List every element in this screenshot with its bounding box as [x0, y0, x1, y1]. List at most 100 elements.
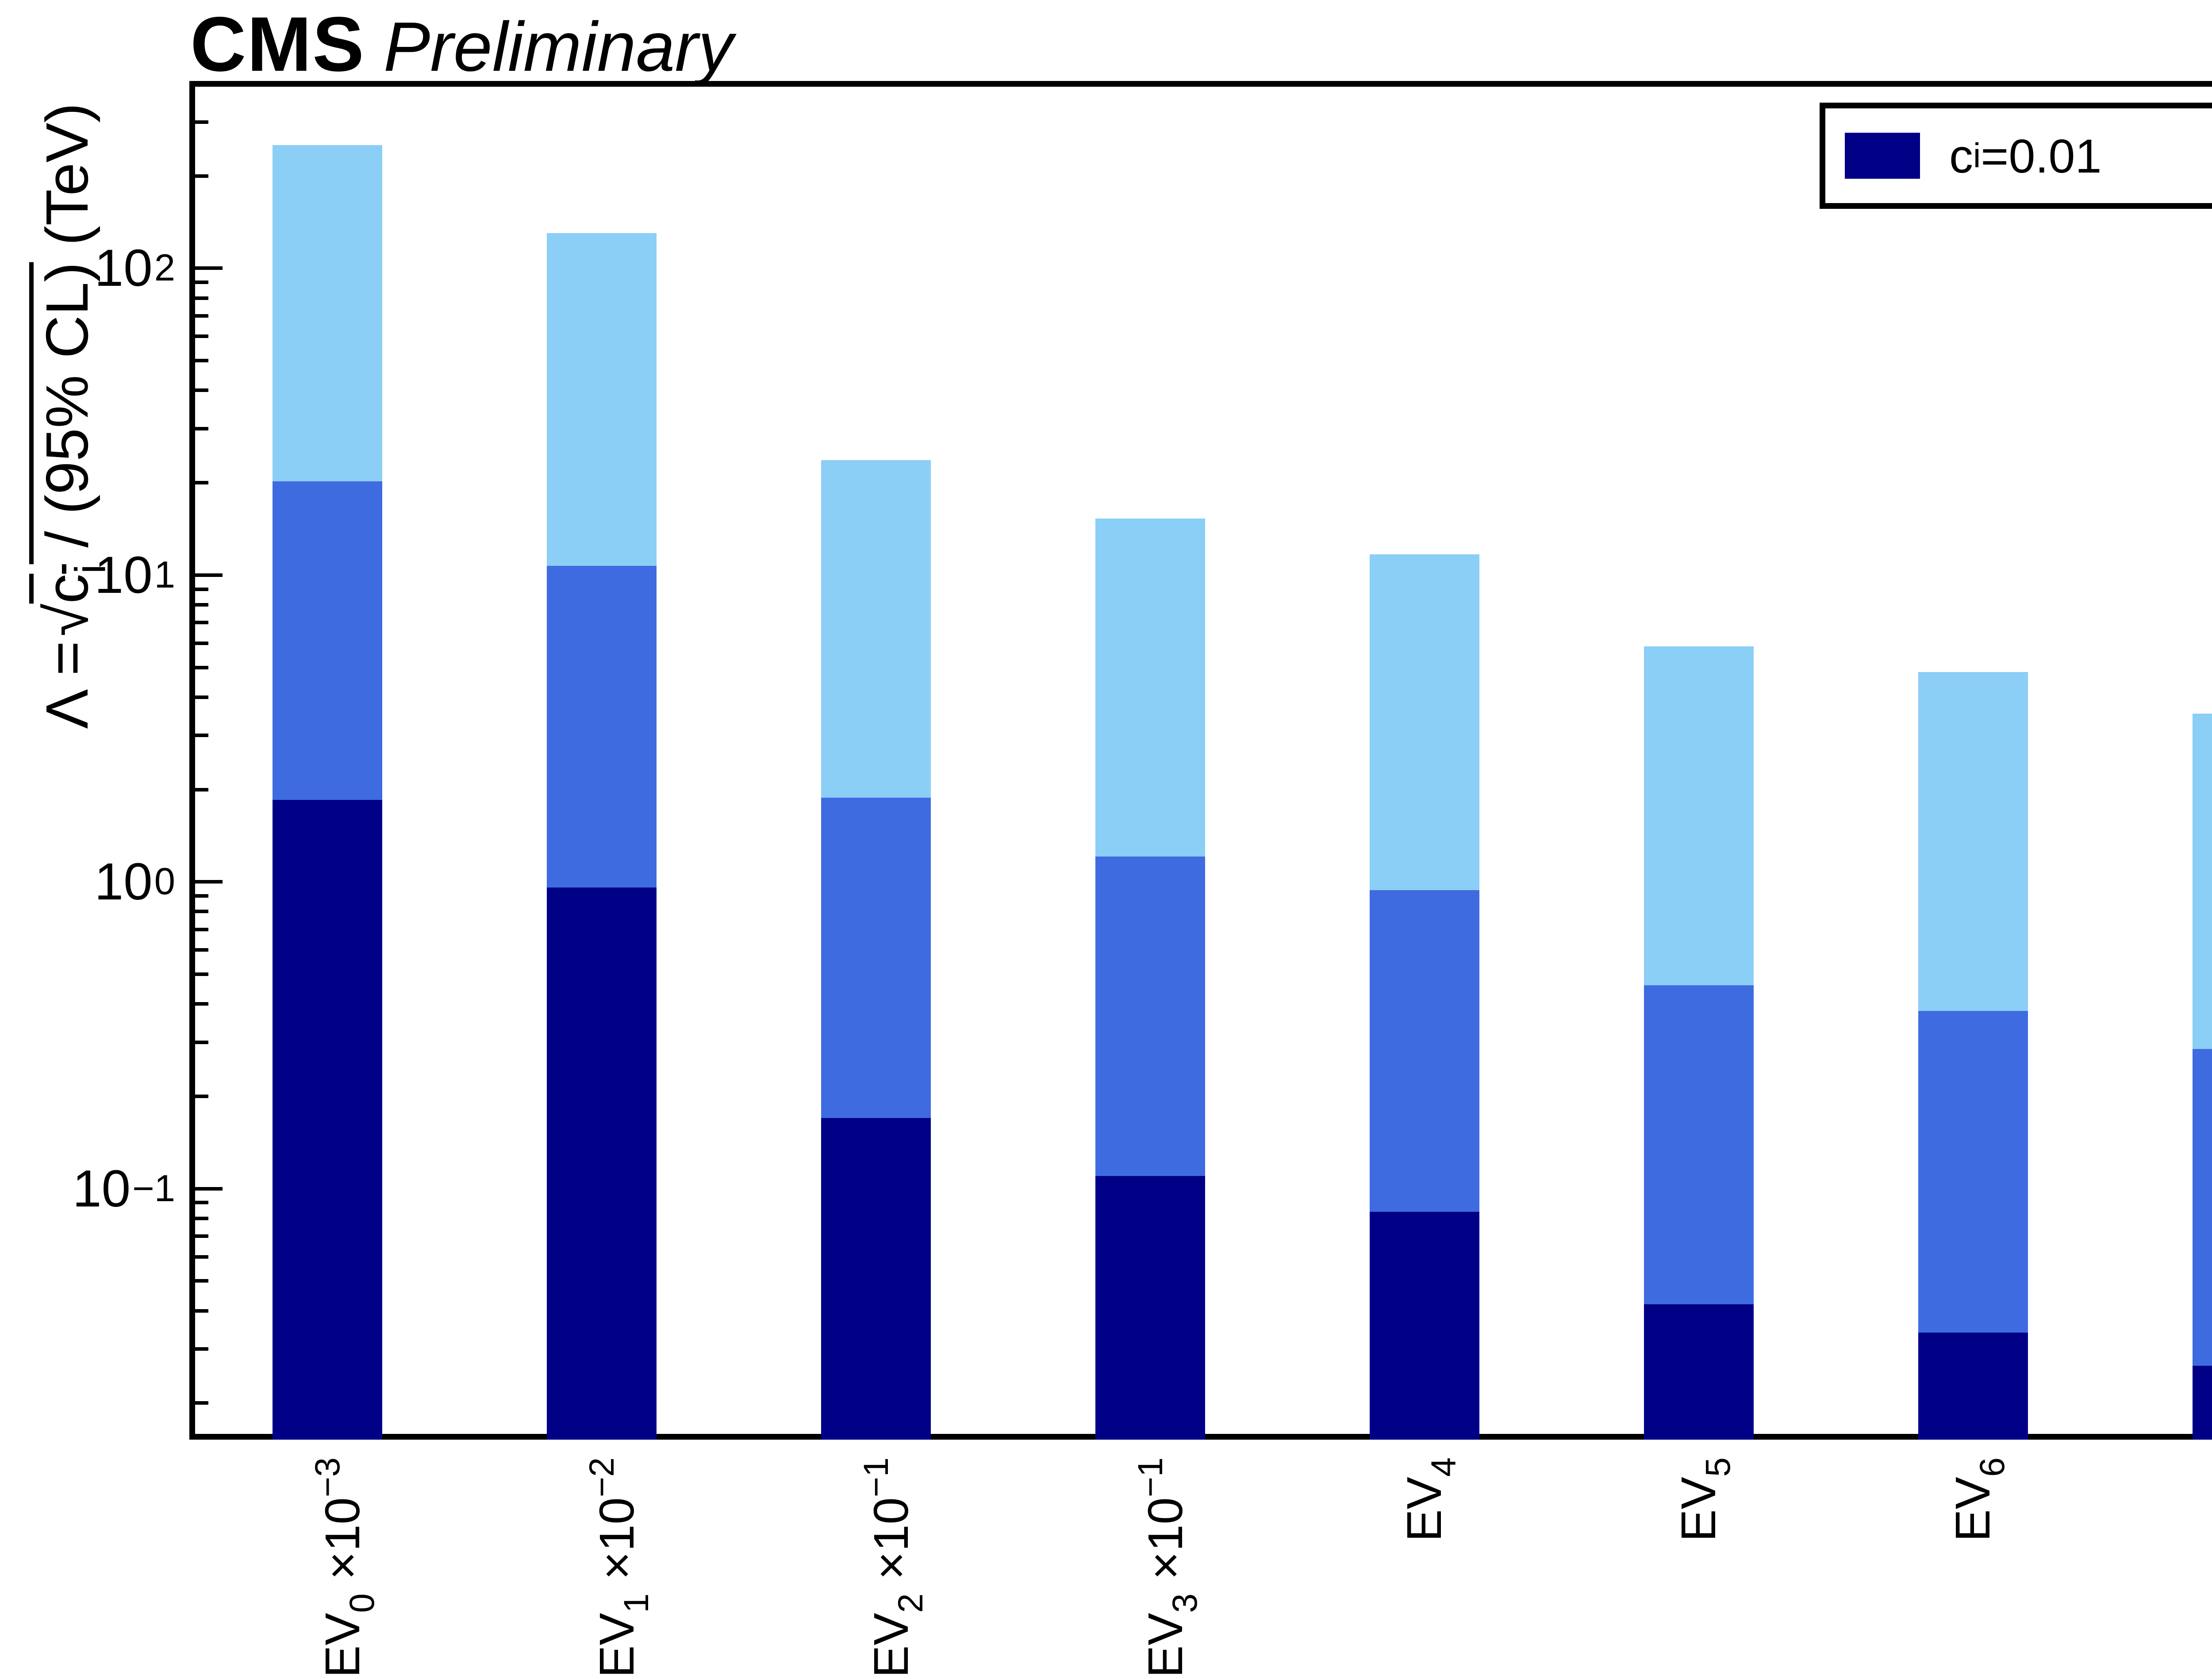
legend-label-value: 0.01 [2008, 129, 2102, 183]
sqrt-radical-icon: √ [34, 603, 100, 637]
y-minor-tick [195, 81, 208, 85]
y-major-tick [195, 266, 223, 270]
y-minor-tick [195, 120, 208, 124]
y-minor-tick [195, 334, 208, 338]
y-tick-label: 10 2 [0, 231, 175, 306]
y-minor-tick [195, 1216, 208, 1220]
x-label-multiplier: ×10 [1138, 1497, 1193, 1594]
x-category-label: EV5 [1666, 1457, 1737, 1679]
y-minor-tick [195, 427, 208, 430]
y-minor-tick [195, 641, 208, 645]
y-minor-tick [195, 587, 208, 591]
bar-segment-ci-0p01 [1370, 1212, 1479, 1440]
y-minor-tick [195, 1309, 208, 1313]
y-minor-tick [195, 1002, 208, 1006]
bar-segment-ci-1 [1095, 856, 1205, 1176]
x-label-sub: 1 [616, 1593, 656, 1613]
x-label-base: EV [1397, 1477, 1452, 1542]
x-label-exponent: −2 [582, 1457, 621, 1498]
bar-segment-ci-1 [1918, 1010, 2028, 1333]
y-minor-tick [195, 734, 208, 738]
bar-segment-ci-4pi2 [2193, 714, 2212, 1049]
y-minor-tick [195, 1040, 208, 1044]
x-label-exponent: −1 [856, 1457, 895, 1498]
x-label-base: EV [1671, 1477, 1726, 1542]
bar-segment-ci-4pi2 [1095, 518, 1205, 857]
y-minor-tick [195, 894, 208, 898]
y-tick-exponent: 2 [154, 247, 175, 289]
bar-segment-ci-1 [1370, 890, 1479, 1212]
y-minor-tick [195, 280, 208, 284]
y-tick-label: 10 0 [0, 844, 175, 919]
y-minor-tick [195, 359, 208, 363]
x-label-base: EV [590, 1613, 644, 1678]
y-tick-label: 10 1 [0, 538, 175, 613]
x-category-label: EV0 ×10−3 [294, 1457, 381, 1679]
bar-segment-ci-0p01 [273, 800, 382, 1440]
y-title-c: c [34, 573, 100, 604]
y-tick-base: 10 [94, 853, 153, 911]
x-label-sub: 0 [342, 1593, 381, 1613]
x-label-multiplier: ×10 [315, 1497, 370, 1594]
y-minor-tick [195, 665, 208, 669]
y-title-cl: / (95% CL) [34, 262, 100, 565]
y-major-tick [195, 1187, 223, 1191]
y-major-tick [195, 880, 223, 884]
y-minor-tick [195, 603, 208, 607]
legend: ci = 0.01 ci = 1 ci = (4π)2 [1820, 103, 2212, 209]
y-minor-tick [195, 1347, 208, 1351]
y-major-tick [195, 573, 223, 577]
legend-swatch-ci-0p01 [1845, 133, 1920, 179]
y-title-unit: (TeV) [34, 103, 100, 262]
bar-segment-ci-1 [547, 566, 657, 888]
y-minor-tick [195, 948, 208, 952]
y-minor-tick [195, 1255, 208, 1259]
y-minor-tick [195, 1234, 208, 1238]
cms-label: CMS [190, 1, 365, 88]
x-label-base: EV [1946, 1477, 2000, 1542]
preliminary-label: Preliminary [383, 8, 733, 86]
y-minor-tick [195, 1094, 208, 1098]
x-category-label: EV3 ×10−1 [1117, 1457, 1204, 1679]
legend-label-eq: = [1981, 129, 2009, 183]
y-tick-label: 10 −1 [0, 1151, 175, 1226]
legend-label: c [1949, 129, 1973, 183]
y-minor-tick [195, 388, 208, 392]
bar-segment-ci-4pi2 [547, 233, 657, 566]
x-label-multiplier: ×10 [864, 1497, 918, 1594]
y-minor-tick [195, 695, 208, 699]
x-category-label: EV6 [1940, 1457, 2012, 1679]
bar-segment-ci-0p01 [1918, 1332, 2028, 1440]
y-tick-base: 10 [94, 546, 153, 604]
x-category-label: EV1 ×10−2 [568, 1457, 656, 1679]
legend-label-sub: i [1973, 136, 1981, 175]
plot-title: CMS Preliminary [190, 0, 733, 88]
y-minor-tick [195, 1401, 208, 1405]
x-label-multiplier: ×10 [590, 1497, 644, 1594]
bar-segment-ci-1 [2193, 1049, 2212, 1366]
bar-segment-ci-0p01 [821, 1118, 931, 1440]
x-label-base: EV [864, 1613, 918, 1678]
bar-segment-ci-4pi2 [821, 460, 931, 798]
y-minor-tick [195, 174, 208, 178]
y-title-prefix: Λ = [34, 641, 100, 729]
bar-segment-ci-0p01 [547, 887, 657, 1440]
bar-segment-ci-0p01 [1095, 1176, 1205, 1440]
x-label-exponent: −3 [307, 1457, 347, 1498]
bar-segment-ci-1 [821, 798, 931, 1118]
bar-segment-ci-4pi2 [1918, 672, 2028, 1011]
bar-segment-ci-4pi2 [1644, 646, 1754, 986]
x-label-base: EV [315, 1613, 370, 1678]
y-minor-tick [195, 621, 208, 625]
y-tick-base: 10 [72, 1159, 131, 1218]
y-tick-exponent: 0 [154, 861, 175, 903]
y-title-radicand: ci / (95% CL) [34, 262, 115, 604]
y-axis-title: Λ = √ci / (95% CL) (TeV) [27, 84, 115, 748]
y-minor-tick [195, 296, 208, 300]
y-minor-tick [195, 481, 208, 485]
y-minor-tick [195, 314, 208, 318]
bar-segment-ci-1 [1644, 985, 1754, 1304]
x-label-base: EV [1138, 1613, 1193, 1678]
